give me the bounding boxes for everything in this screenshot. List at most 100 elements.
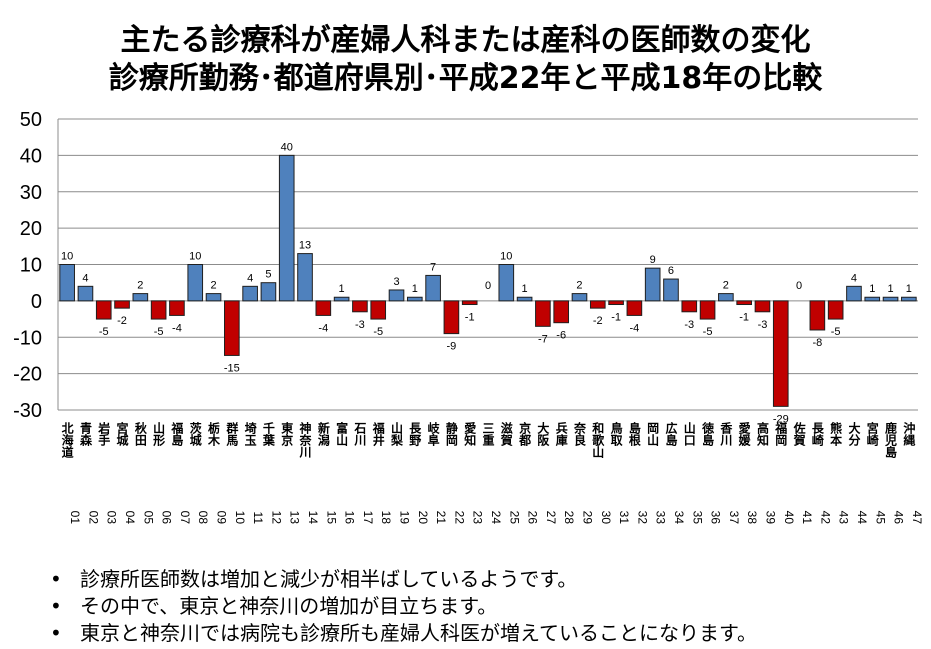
data-label: -5 (154, 326, 164, 338)
x-tick-label: 群馬 10 (225, 421, 247, 525)
x-tick-name: 福島 (170, 421, 184, 447)
x-tick-code: 08 (196, 511, 210, 525)
x-tick-label: 岩手 03 (97, 421, 119, 525)
data-label: 3 (393, 276, 399, 288)
x-tick-code: 21 (434, 511, 448, 525)
bullet-item: 東京と神奈川では病院も診療所も産婦人科医が増えていることになります。 (40, 620, 757, 647)
y-tick-label: 20 (20, 218, 42, 240)
bar (736, 300, 752, 306)
x-tick-name: 長崎 (810, 421, 824, 447)
chart-title-line1: 主たる診療科が産婦人科または産科の医師数の変化 (120, 23, 811, 58)
bar (626, 300, 643, 316)
data-label: 4 (851, 272, 857, 284)
x-tick-label: 佐賀 41 (792, 421, 814, 525)
x-tick-name: 兵庫 (554, 421, 568, 447)
x-tick-label: 兵庫 28 (554, 421, 576, 525)
x-tick-code: 12 (269, 511, 283, 525)
bullet-item: 診療所医師数は増加と減少が相半ばしているようです。 (40, 566, 757, 593)
data-label: -5 (373, 326, 383, 338)
x-tick-code: 32 (635, 511, 649, 525)
x-tick-name: 新潟 (316, 421, 330, 447)
x-tick-label: 奈良 29 (572, 421, 594, 525)
x-tick-code: 47 (910, 511, 924, 525)
bullet-item: その中で、東京と神奈川の増加が目立ちます。 (40, 593, 757, 620)
x-tick-code: 17 (361, 511, 375, 525)
x-tick-code: 40 (782, 511, 796, 525)
x-tick-label: 愛知 23 (463, 421, 485, 525)
data-label: 1 (412, 283, 418, 295)
x-tick-code: 30 (599, 511, 613, 525)
data-label: -6 (556, 330, 566, 342)
y-tick-label: -20 (13, 364, 42, 386)
x-tick-name: 福岡 (774, 421, 788, 447)
x-tick-code: 11 (251, 512, 265, 525)
x-tick-label: 福岡 40 (774, 421, 796, 525)
x-tick-name: 佐賀 (792, 421, 806, 447)
x-tick-code: 06 (160, 511, 174, 525)
chart-title-line2: 診療所勤務･都道府県別･平成22年と平成18年の比較 (108, 61, 823, 96)
bar (516, 296, 533, 302)
x-tick-label: 石川 17 (353, 422, 375, 525)
bar-chart: -30-20-100102030405010北海道014青森02-5岩手03-2… (13, 109, 924, 525)
bar (663, 278, 679, 302)
x-tick-label: 千葉 12 (261, 421, 283, 525)
x-tick-label: 香川 37 (719, 421, 741, 525)
x-tick-code: 25 (507, 511, 521, 525)
x-tick-name: 鹿児島 (884, 421, 898, 459)
data-label: -15 (224, 362, 240, 374)
data-label: -9 (447, 341, 457, 353)
bar (425, 274, 441, 302)
x-tick-name: 福井 (371, 421, 385, 447)
x-tick-name: 徳島 (701, 421, 715, 447)
x-tick-name: 秋田 (133, 421, 147, 447)
x-tick-name: 岐阜 (426, 421, 440, 447)
x-tick-name: 三重 (481, 422, 495, 446)
x-tick-code: 07 (178, 511, 192, 525)
bar (388, 289, 405, 302)
bar (553, 300, 570, 324)
bar (315, 300, 332, 316)
bar (205, 293, 222, 302)
x-tick-name: 滋賀 (499, 421, 513, 447)
x-tick-name: 大阪 (536, 421, 550, 447)
x-tick-code: 24 (489, 511, 503, 525)
x-tick-label: 滋賀 25 (499, 421, 521, 525)
data-label: -7 (538, 333, 548, 345)
bar (169, 300, 185, 316)
bar (809, 300, 826, 331)
bar (498, 264, 515, 302)
x-tick-name: 北海道 (60, 421, 74, 459)
bar (132, 293, 149, 302)
x-tick-name: 神奈川 (298, 421, 312, 458)
x-tick-label: 山形 06 (152, 421, 174, 525)
bar (95, 300, 112, 320)
x-tick-label: 京都 26 (518, 421, 540, 525)
bar (242, 285, 258, 302)
x-tick-name: 埼玉 (243, 421, 257, 446)
bar (260, 282, 277, 302)
y-tick-label: -10 (13, 327, 42, 349)
x-tick-code: 43 (837, 511, 851, 525)
data-label: -8 (812, 337, 822, 349)
bar (370, 300, 387, 320)
bar (406, 296, 423, 302)
x-tick-name: 宮城 (115, 421, 129, 447)
bar (772, 300, 789, 407)
x-tick-name: 奈良 (572, 421, 586, 447)
data-label: -4 (629, 322, 639, 334)
data-label: 1 (869, 283, 875, 295)
x-tick-name: 岩手 (97, 421, 111, 447)
x-tick-label: 秋田 05 (133, 421, 155, 525)
x-tick-name: 岡山 (646, 422, 660, 447)
x-tick-label: 新潟 15 (316, 421, 338, 525)
data-label: -3 (355, 319, 365, 331)
x-tick-label: 神奈川 14 (298, 421, 320, 525)
data-label: 9 (650, 254, 656, 266)
x-tick-code: 03 (105, 511, 119, 525)
x-tick-label: 岡山 33 (646, 422, 668, 525)
x-tick-label: 山口 35 (682, 421, 704, 525)
x-tick-name: 石川 (353, 422, 367, 446)
data-label: -4 (172, 322, 182, 334)
x-tick-code: 04 (123, 511, 137, 525)
x-tick-label: 三重 24 (481, 422, 503, 525)
